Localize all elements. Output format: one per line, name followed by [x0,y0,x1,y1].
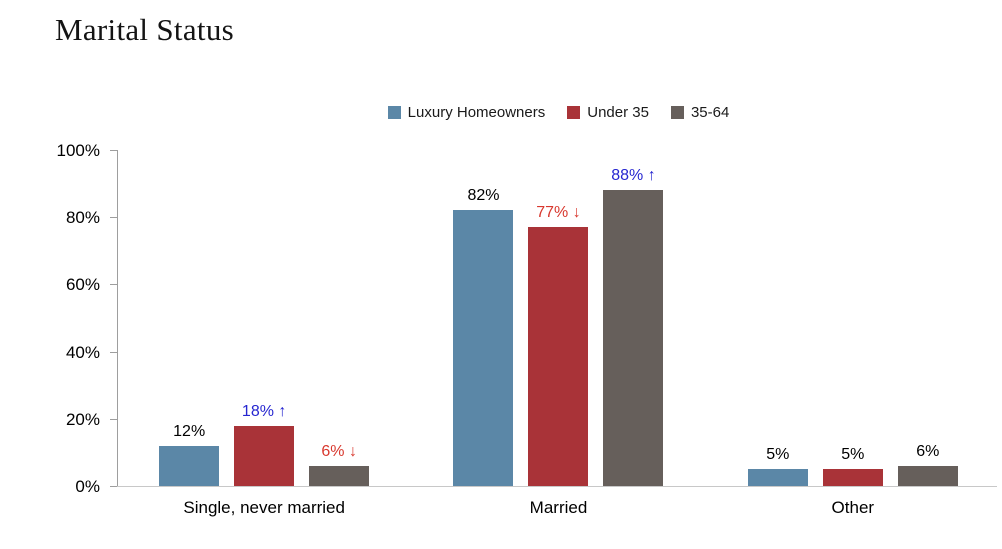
bar-group: 5% 5% 6% [706,150,1000,486]
y-tick-label: 80% [65,208,100,228]
bar [234,426,295,486]
y-tick-label: 20% [65,409,100,429]
bar-value-label: 5% [766,446,790,463]
bar [897,466,958,486]
legend-label: 35-64 [690,104,730,121]
bar-value-label: 6% [916,443,940,460]
bar [747,469,808,486]
y-axis-tick [110,486,117,487]
legend-item: 35-64 [670,104,730,121]
legend-swatch-icon [567,106,581,119]
bar [159,446,220,486]
bar-slot: 6% ↓ [309,444,370,486]
bar-slot: 12% [159,424,220,486]
x-axis-labels: Single, never married Married Other [117,498,1000,518]
y-tick-label: 60% [65,275,100,295]
y-axis-tick [110,351,117,353]
bar-value-label: 12% [173,423,206,440]
bar-group: 82% 77% ↓ 88% ↑ [411,150,705,486]
bar [453,210,514,486]
chart-title: Marital Status [55,12,234,47]
bar-slot: 5% [747,447,808,486]
bar [528,227,589,486]
x-axis-baseline [117,486,997,487]
bar-value-label: 18% ↑ [241,403,287,420]
bar-value-label: 82% [467,187,500,204]
bar-slot: 5% [822,447,883,486]
bar-slot: 82% [453,188,514,486]
bar-value-label: 88% ↑ [611,167,656,184]
y-tick-label: 0% [75,477,100,496]
category-label: Single, never married [183,498,345,517]
y-axis-line [117,150,118,486]
chart-legend: Luxury Homeowners Under 35 35-64 [117,104,1000,121]
bar-slot: 18% ↑ [234,404,295,486]
bar-slot: 77% ↓ [528,205,589,486]
y-tick-label: 40% [65,342,100,362]
plot-area: 12% 18% ↑ 6% ↓ 82% 77% ↓ 88% ↑ 5% 5% 6% [117,150,1000,486]
bar-value-label: 5% [841,446,865,463]
legend-item: Luxury Homeowners [387,104,546,121]
y-axis-tick [110,217,117,219]
bar-value-label: 6% ↓ [321,443,357,460]
bar-value-label: 77% ↓ [536,204,581,221]
y-axis-tick [110,418,117,420]
legend-swatch-icon [670,106,684,119]
category-label: Other [831,498,875,517]
y-tick-label: 100% [56,141,100,160]
legend-label: Luxury Homeowners [407,104,546,121]
bar [603,190,664,486]
bar-slot: 6% [897,444,958,486]
bar [822,469,883,486]
y-axis-tick [110,150,117,151]
bar-slot: 88% ↑ [603,168,664,486]
y-axis-tick [110,284,117,286]
category-label: Married [529,498,588,517]
bar-group: 12% 18% ↑ 6% ↓ [117,150,411,486]
legend-swatch-icon [387,106,401,119]
bar [309,466,370,486]
legend-item: Under 35 [567,104,649,121]
legend-label: Under 35 [587,104,649,121]
